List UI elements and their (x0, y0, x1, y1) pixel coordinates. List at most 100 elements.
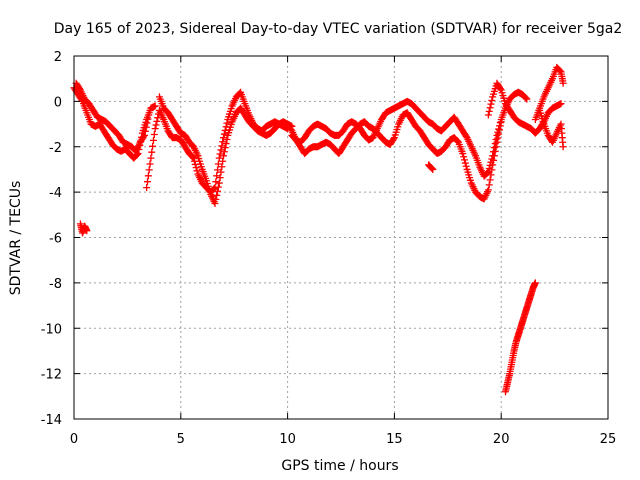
data-point (486, 161, 494, 169)
data-point (490, 148, 498, 156)
series-G (288, 88, 531, 180)
data-point (218, 163, 226, 171)
data-point (193, 167, 201, 175)
data-point (459, 150, 467, 158)
data-point (153, 117, 161, 125)
chart-title: Day 165 of 2023, Sidereal Day-to-day VTE… (54, 21, 623, 37)
data-point (216, 174, 224, 182)
data-point (220, 130, 228, 138)
series-K (425, 161, 437, 173)
data-point (429, 165, 437, 173)
data-point (487, 100, 495, 108)
data-point (484, 186, 492, 194)
data-point (145, 111, 153, 119)
data-point (460, 156, 468, 164)
axis-ticks (73, 55, 609, 420)
data-point (493, 131, 501, 139)
data-point (189, 153, 197, 161)
data-point (531, 279, 539, 287)
data-point (141, 127, 149, 135)
data-point (485, 181, 493, 189)
y-tick-label: -4 (49, 186, 62, 201)
data-point (151, 102, 159, 110)
data-point (221, 144, 229, 152)
data-point (484, 111, 492, 119)
x-tick-label: 5 (177, 432, 185, 447)
grid (74, 56, 608, 419)
data-point (212, 178, 220, 186)
data-point (144, 172, 152, 180)
data-point (214, 183, 222, 191)
data-point (486, 176, 494, 184)
data-point (557, 100, 565, 108)
data-point (486, 104, 494, 112)
data-point (523, 95, 531, 103)
data-point (490, 144, 498, 152)
data-point (149, 142, 157, 150)
y-tick-label: 2 (54, 50, 62, 65)
data-point (140, 133, 148, 141)
data-point (485, 107, 493, 115)
x-tick-label: 20 (493, 432, 510, 447)
data-point (150, 130, 158, 138)
data-point (149, 136, 157, 144)
series-D (143, 88, 292, 196)
data-point (492, 135, 500, 143)
data-point (219, 157, 227, 165)
data-point (215, 154, 223, 162)
data-point (213, 191, 221, 199)
data-point (212, 195, 220, 203)
data-point (485, 165, 493, 173)
data-point (556, 67, 564, 75)
data-point (143, 184, 151, 192)
y-tick-label: -10 (41, 322, 62, 337)
data-point (496, 119, 504, 127)
data-point (495, 125, 503, 133)
data-point (148, 148, 156, 156)
series-H (484, 79, 565, 137)
x-tick-label: 0 (70, 432, 78, 447)
data-point (461, 159, 469, 167)
data-point (488, 155, 496, 163)
data-point (428, 165, 436, 173)
data-point (460, 153, 468, 161)
data-point (145, 166, 153, 174)
data-point (462, 162, 470, 170)
data-point (488, 96, 496, 104)
data-point (217, 168, 225, 176)
x-tick-label: 25 (600, 432, 617, 447)
data-point (496, 85, 504, 93)
series-E (155, 93, 296, 207)
tick-labels: 0 5 10 15 20 25 -14 -12 -10 -8 -6 -4 -2 0 2 (41, 50, 617, 447)
y-tick-label: -8 (49, 277, 62, 292)
data-point (151, 125, 159, 133)
y-tick-label: -6 (49, 232, 62, 247)
y-tick-label: -12 (41, 368, 62, 383)
data-point (144, 115, 152, 123)
data-point (146, 160, 154, 168)
data-point (83, 227, 91, 235)
data-point (494, 128, 502, 136)
series-J (536, 106, 567, 151)
data-point (143, 119, 151, 127)
data-point (142, 123, 150, 131)
data-point (143, 178, 151, 186)
y-tick-label: 0 (54, 95, 62, 110)
data-point (222, 140, 230, 148)
series-I (531, 63, 567, 124)
x-tick-label: 15 (386, 432, 403, 447)
data-point (559, 79, 567, 87)
data-point (192, 164, 200, 172)
y-axis-label: SDTVAR / TECUs (8, 181, 24, 296)
data-point (495, 122, 503, 130)
data-point (220, 148, 228, 156)
data-points (70, 63, 567, 396)
data-point (223, 135, 231, 143)
series-L (501, 279, 539, 396)
data-point (484, 168, 492, 176)
data-point (487, 158, 495, 166)
series-C (76, 220, 91, 237)
series-B (72, 79, 153, 155)
x-tick-label: 10 (279, 432, 296, 447)
